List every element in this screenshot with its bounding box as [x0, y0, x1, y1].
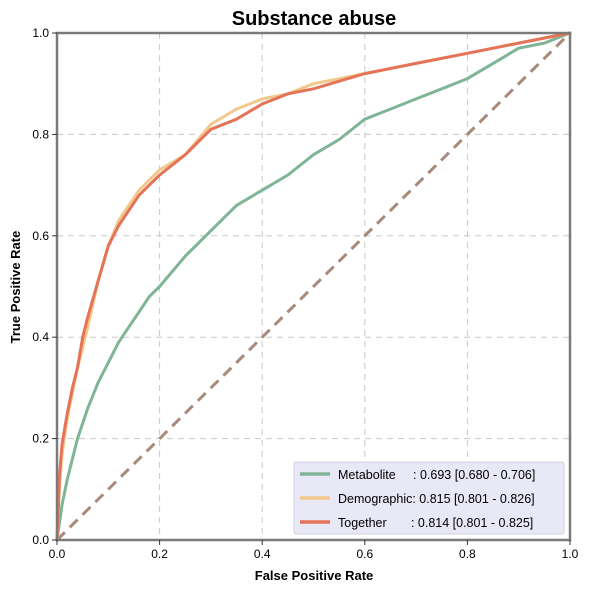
y-tick-label: 0.4	[32, 330, 49, 344]
x-tick-label: 1.0	[562, 547, 579, 561]
legend-box	[293, 461, 565, 535]
plot-frame	[55, 31, 572, 542]
x-tick-label: 0.4	[254, 547, 271, 561]
grid-lines	[57, 33, 570, 540]
y-tick-label: 1.0	[32, 26, 49, 40]
y-tick-label: 0.8	[32, 127, 49, 141]
series-layer	[55, 31, 572, 542]
x-tick-label: 0.6	[356, 547, 373, 561]
legend-label-metabolite: Metabolite : 0.693 [0.680 - 0.706]	[338, 468, 535, 482]
x-tick-label: 0.0	[49, 547, 66, 561]
y-tick-label: 0.6	[32, 229, 49, 243]
y-axis-ticks: 0.0 0.2 0.4 0.6 0.8 1.0	[32, 26, 57, 547]
series-line-metabolite	[55, 31, 572, 542]
legend: Metabolite : 0.693 [0.680 - 0.706] Demogr…	[293, 461, 565, 535]
x-tick-label: 0.8	[459, 547, 476, 561]
x-tick-label: 0.2	[151, 547, 168, 561]
y-axis-label: True Positive Rate	[8, 231, 23, 344]
y-tick-label: 0.0	[32, 533, 49, 547]
chart-title: Substance abuse	[232, 8, 397, 30]
legend-label-demographic: Demographic: 0.815 [0.801 - 0.826]	[338, 492, 535, 506]
y-tick-label: 0.2	[32, 432, 49, 446]
series-line-together	[55, 31, 572, 542]
x-axis-label: False Positive Rate	[255, 568, 374, 583]
axes-frame	[55, 31, 572, 542]
chance-line-layer	[55, 31, 572, 542]
legend-label-together: Together : 0.814 [0.801 - 0.825]	[338, 516, 533, 530]
chance-line	[55, 31, 572, 542]
x-axis-ticks: 0.0 0.2 0.4 0.6 0.8 1.0	[49, 540, 579, 561]
